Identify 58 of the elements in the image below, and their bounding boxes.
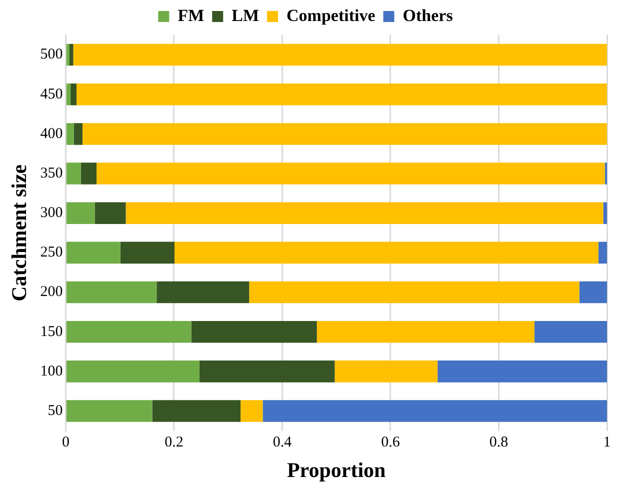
bar (70, 83, 77, 106)
y-tick-label: 250 (40, 244, 63, 261)
bar (73, 44, 607, 66)
bar (598, 242, 607, 264)
x-axis-title: Proportion (286, 458, 386, 482)
bar (96, 162, 605, 184)
legend-label: Competitive (286, 6, 376, 25)
bar (174, 242, 598, 264)
bar (66, 360, 200, 382)
bar (120, 242, 174, 264)
bar (82, 123, 607, 145)
y-tick-label: 450 (40, 86, 63, 102)
legend-label: Others (402, 6, 454, 25)
y-axis-title: Catchment size (7, 164, 32, 302)
x-tick-label: 0.8 (489, 434, 508, 451)
bar (94, 202, 126, 224)
bar (66, 44, 70, 66)
x-tick-label: 1 (603, 434, 611, 451)
bar (66, 320, 192, 343)
x-tick-label: 0.4 (272, 434, 292, 451)
bar (534, 320, 607, 343)
bar (262, 400, 607, 422)
x-tick-label: 0 (62, 434, 70, 451)
y-tick-label: 300 (40, 205, 63, 222)
bar (199, 360, 335, 382)
bar (603, 202, 607, 224)
bar (66, 281, 157, 304)
legend-label: FM (178, 6, 204, 25)
bar (66, 123, 74, 145)
bar (152, 400, 241, 422)
y-tick-label: 150 (40, 324, 63, 340)
bar (240, 400, 263, 422)
legend-label: LM (232, 6, 260, 25)
y-tick-label: 50 (48, 402, 63, 419)
y-tick-label: 350 (40, 165, 63, 182)
y-tick-label: 500 (40, 46, 63, 63)
bar (126, 202, 604, 224)
bar (249, 281, 580, 304)
x-tick-label: 0.6 (381, 434, 400, 451)
bar (156, 281, 250, 304)
bar (74, 123, 82, 145)
bar (191, 320, 317, 343)
bar (66, 242, 120, 264)
bar (66, 83, 71, 106)
bar (66, 162, 81, 184)
bar (438, 360, 607, 382)
bar (316, 320, 534, 343)
bar (69, 44, 74, 66)
bar (76, 83, 607, 106)
y-tick-label: 200 (40, 284, 63, 300)
bar (579, 281, 607, 304)
bar (66, 202, 95, 224)
bar (80, 162, 97, 184)
x-tick-label: 0.2 (164, 434, 184, 451)
bar (334, 360, 438, 382)
bar (66, 400, 152, 422)
y-tick-label: 400 (40, 126, 63, 142)
y-tick-label: 100 (40, 363, 63, 380)
